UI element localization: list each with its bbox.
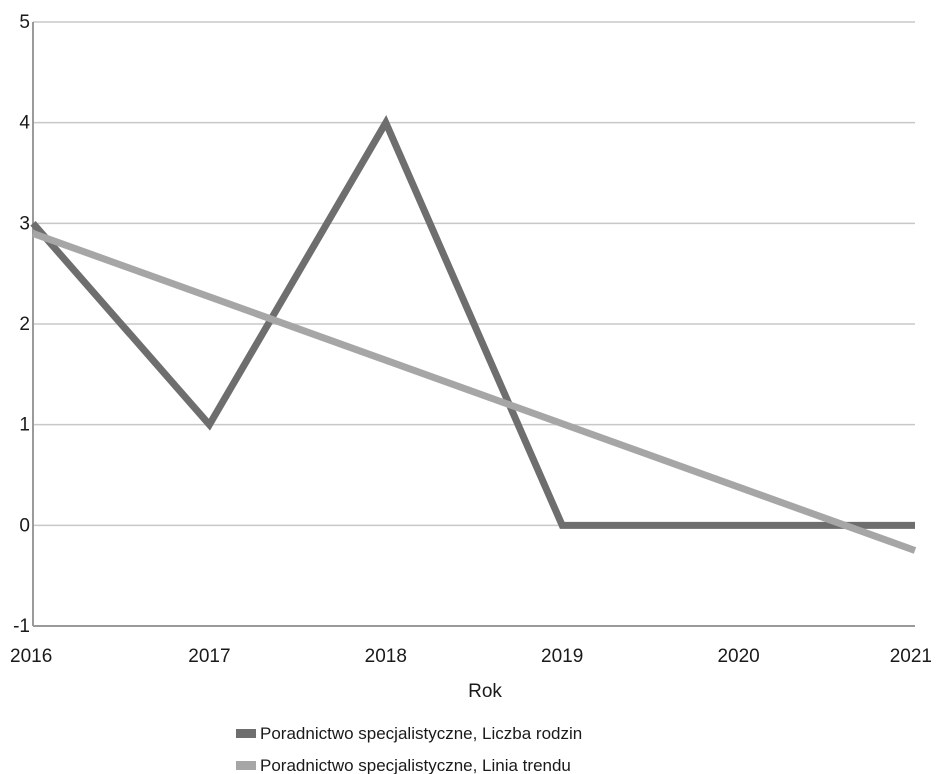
axes bbox=[32, 22, 915, 627]
legend: Poradnictwo specjalistyczne, Liczba rodz… bbox=[236, 724, 582, 774]
legend-swatch-series-2 bbox=[236, 761, 256, 770]
y-tick-label: -1 bbox=[13, 616, 30, 637]
x-axis-title: Rok bbox=[468, 681, 502, 702]
legend-item-series-1: Poradnictwo specjalistyczne, Liczba rodz… bbox=[236, 724, 582, 743]
x-tick-label: 2017 bbox=[188, 646, 230, 667]
legend-swatch-series-1 bbox=[236, 729, 256, 738]
x-tick-labels: 2016 2017 2018 2019 2020 2021 bbox=[10, 646, 932, 667]
legend-item-series-2: Poradnictwo specjalistyczne, Linia trend… bbox=[236, 756, 571, 774]
y-tick-label: 0 bbox=[19, 515, 30, 536]
series-lines bbox=[30, 114, 917, 554]
x-tick-label: 2021 bbox=[890, 646, 932, 667]
x-tick-label: 2019 bbox=[541, 646, 583, 667]
y-tick-labels: 5 4 3 2 1 0 -1 bbox=[13, 12, 30, 637]
y-tick-label: 1 bbox=[19, 415, 30, 436]
x-tick-label: 2020 bbox=[717, 646, 759, 667]
gridlines bbox=[33, 21, 915, 627]
y-tick-label: 4 bbox=[19, 113, 30, 134]
series-line-liczba-rodzin bbox=[30, 114, 915, 529]
legend-label-series-1: Poradnictwo specjalistyczne, Liczba rodz… bbox=[260, 724, 582, 743]
x-tick-label: 2018 bbox=[365, 646, 407, 667]
y-tick-label: 5 bbox=[19, 12, 30, 33]
legend-label-series-2: Poradnictwo specjalistyczne, Linia trend… bbox=[260, 756, 571, 774]
series-line-linia-trendu bbox=[31, 230, 917, 554]
y-tick-label: 3 bbox=[19, 213, 30, 234]
y-tick-label: 2 bbox=[19, 314, 30, 335]
x-tick-label: 2016 bbox=[10, 646, 52, 667]
